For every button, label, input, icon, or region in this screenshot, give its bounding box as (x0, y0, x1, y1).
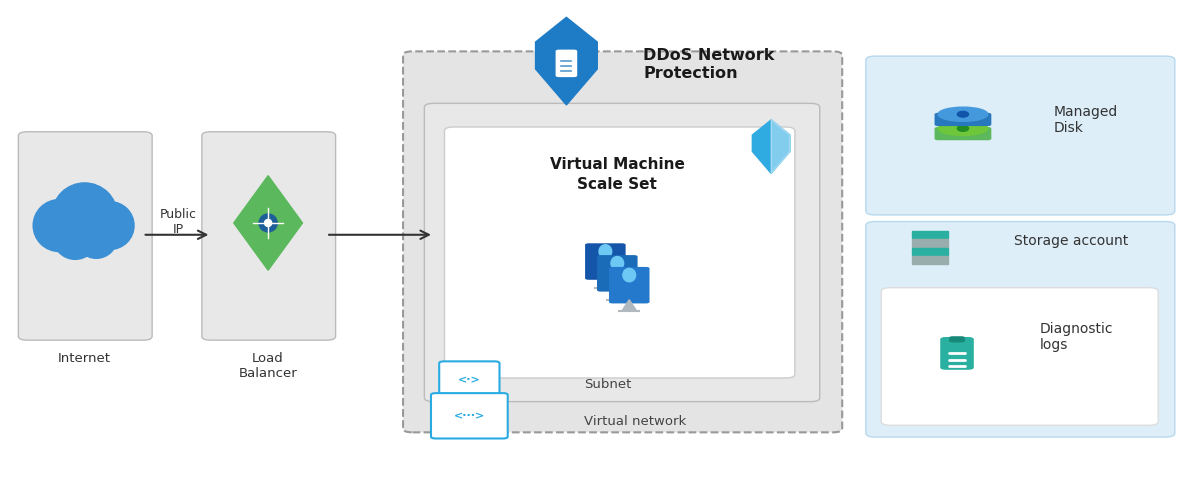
Text: <·>: <·> (458, 374, 480, 384)
FancyBboxPatch shape (949, 336, 964, 343)
Polygon shape (598, 276, 613, 288)
Text: Virtual network: Virtual network (584, 414, 687, 427)
FancyBboxPatch shape (881, 288, 1159, 425)
Text: Public
IP: Public IP (160, 207, 197, 235)
FancyBboxPatch shape (201, 132, 336, 340)
FancyBboxPatch shape (424, 104, 820, 402)
FancyBboxPatch shape (403, 52, 843, 432)
FancyBboxPatch shape (865, 57, 1175, 216)
Text: Virtual Machine
Scale Set: Virtual Machine Scale Set (550, 156, 684, 192)
Polygon shape (752, 120, 790, 174)
Text: DDoS Network
Protection: DDoS Network Protection (644, 48, 775, 81)
FancyBboxPatch shape (445, 128, 795, 378)
Text: Subnet: Subnet (584, 377, 632, 390)
Bar (912, 240, 948, 247)
Bar (912, 256, 948, 264)
Text: Managed
Disk: Managed Disk (1054, 105, 1118, 135)
Ellipse shape (957, 112, 969, 118)
FancyBboxPatch shape (555, 50, 577, 78)
Ellipse shape (259, 215, 278, 232)
Ellipse shape (265, 220, 272, 227)
Polygon shape (622, 300, 637, 312)
FancyBboxPatch shape (597, 255, 638, 292)
Text: Diagnostic
logs: Diagnostic logs (1039, 322, 1113, 352)
Text: Internet: Internet (58, 351, 111, 364)
Text: <···>: <···> (454, 411, 485, 421)
Ellipse shape (86, 202, 134, 250)
Ellipse shape (75, 217, 117, 259)
FancyBboxPatch shape (439, 361, 499, 397)
Ellipse shape (600, 245, 611, 259)
Ellipse shape (623, 269, 635, 282)
Text: Load
Balancer: Load Balancer (238, 351, 298, 379)
FancyBboxPatch shape (940, 337, 974, 370)
Text: Storage account: Storage account (1014, 234, 1128, 248)
Polygon shape (610, 288, 625, 300)
Polygon shape (535, 18, 597, 106)
FancyBboxPatch shape (935, 128, 992, 141)
Ellipse shape (54, 216, 98, 260)
Ellipse shape (52, 183, 117, 248)
Ellipse shape (938, 122, 988, 136)
Ellipse shape (33, 200, 86, 252)
FancyBboxPatch shape (585, 244, 626, 280)
FancyBboxPatch shape (432, 393, 508, 439)
FancyBboxPatch shape (18, 132, 153, 340)
Ellipse shape (611, 257, 623, 270)
Ellipse shape (938, 108, 988, 122)
Bar (912, 231, 948, 239)
Bar (912, 248, 948, 255)
FancyBboxPatch shape (865, 222, 1175, 437)
Polygon shape (234, 176, 303, 271)
FancyBboxPatch shape (609, 267, 650, 304)
Ellipse shape (957, 126, 969, 132)
FancyBboxPatch shape (935, 114, 992, 127)
Polygon shape (771, 120, 790, 174)
